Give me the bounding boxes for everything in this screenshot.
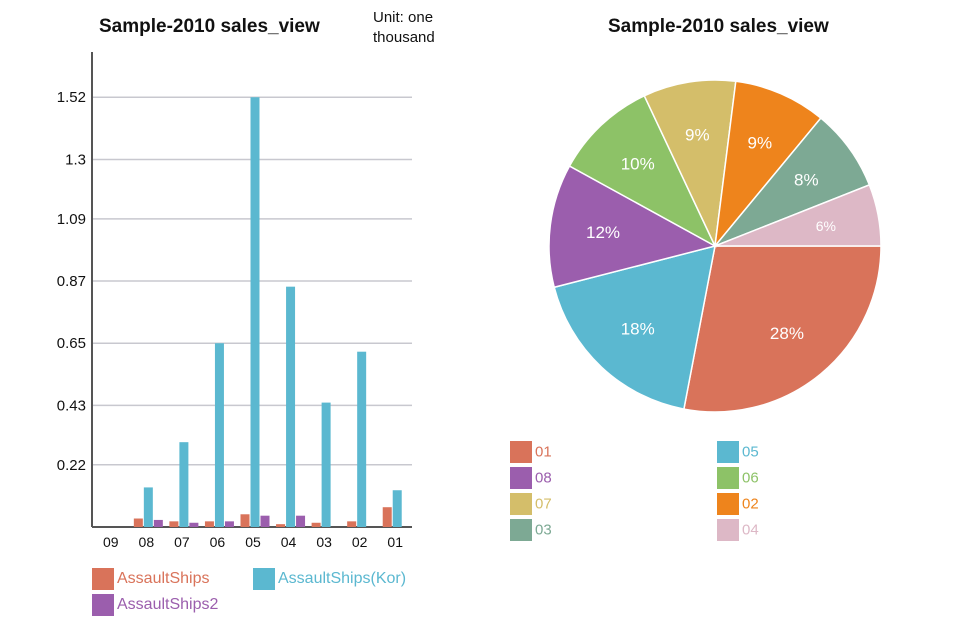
legend-label: 02 [742, 495, 759, 513]
legend-swatch [717, 467, 739, 489]
pie-slice-label: 10% [621, 155, 655, 174]
x-tick-label: 01 [387, 534, 403, 550]
bar-AssaultShips(Kor)-06 [214, 343, 224, 527]
y-tick-label: 1.3 [65, 151, 86, 168]
bar-chart-panel: Sample-2010 sales_view Unit: one thousan… [0, 0, 470, 640]
legend-swatch [717, 441, 739, 463]
y-tick-label: 1.09 [57, 211, 86, 228]
x-tick-label: 07 [174, 534, 190, 550]
pie-slice-04 [714, 183, 882, 247]
bar-chart-title: Sample-2010 sales_view [99, 16, 320, 37]
legend-label: 07 [535, 495, 552, 513]
bar-AssaultShips-02 [347, 521, 357, 527]
legend-label: 01 [535, 443, 552, 461]
pie-legend-item[interactable]: 06 [717, 467, 759, 489]
pie-slice-01 [683, 245, 882, 413]
pie-slice-label: 18% [621, 319, 655, 338]
bar-AssaultShips-04 [276, 524, 286, 527]
bar-AssaultShips(Kor)-07 [179, 442, 189, 527]
legend-label: 03 [535, 521, 552, 539]
legend-item[interactable]: AssaultShips [92, 568, 210, 590]
legend-label: AssaultShips2 [117, 596, 219, 613]
pie-legend-item[interactable]: 01 [510, 441, 552, 463]
pie-legend-item[interactable]: 02 [717, 493, 759, 515]
bar-AssaultShips2-05 [260, 515, 270, 527]
bar-AssaultShips(Kor)-01 [392, 490, 402, 527]
legend-swatch [510, 519, 532, 541]
bar-AssaultShips2-04 [296, 515, 306, 527]
y-tick-label: 0.87 [57, 273, 86, 290]
pie-slice-label: 9% [685, 126, 710, 145]
x-tick-label: 04 [281, 534, 297, 550]
legend-swatch [510, 467, 532, 489]
pie-slice-label: 28% [770, 324, 804, 343]
y-tick-label: 0.65 [57, 335, 86, 352]
pie-slice-08 [548, 165, 718, 289]
legend-label: 06 [742, 469, 759, 487]
bar-AssaultShips(Kor)-04 [286, 286, 296, 527]
bar-AssaultShips-01 [382, 507, 392, 527]
y-tick-label: 0.22 [57, 457, 86, 474]
pie-slice-07 [643, 79, 737, 249]
pie-slice-label: 6% [816, 218, 836, 234]
bar-AssaultShips(Kor)-03 [321, 402, 331, 527]
bar-chart-svg: 0.22 0.43 0.65 0.87 1.09 1.3 1.52 09 08 07 06 05 04 0… [57, 52, 412, 550]
bar-AssaultShips-05 [240, 514, 250, 527]
bar-AssaultShips(Kor)-08 [143, 487, 153, 527]
bar-AssaultShips-06 [204, 521, 214, 527]
x-tick-label: 05 [245, 534, 261, 550]
legend-swatch [717, 493, 739, 515]
pie-slice-02 [713, 80, 822, 249]
bar-AssaultShips2-07 [189, 522, 199, 527]
legend-item[interactable]: AssaultShips(Kor) [253, 568, 406, 590]
legend-swatch [510, 493, 532, 515]
legend-swatch [717, 519, 739, 541]
pie-slice-05 [553, 244, 716, 410]
x-tick-label: 02 [352, 534, 368, 550]
pie-chart-title: Sample-2010 sales_view [608, 16, 829, 37]
bar-AssaultShips-03 [311, 522, 321, 527]
unit-note: Unit: one thousand [373, 9, 435, 46]
legend-label: 04 [742, 521, 759, 539]
bar-AssaultShips2-08 [153, 519, 163, 527]
legend-label: AssaultShips [117, 570, 210, 587]
x-tick-label: 03 [316, 534, 332, 550]
pie-legend-item[interactable]: 04 [717, 519, 759, 541]
legend-swatch [510, 441, 532, 463]
pie-chart-panel: Sample-2010 sales_view 28% 18% 12% 10% 9% 9% 8… [470, 0, 960, 640]
legend-label: 08 [535, 469, 552, 487]
pie-legend-item[interactable]: 07 [510, 493, 552, 515]
y-tick-label: 0.43 [57, 397, 86, 414]
bar-AssaultShips2-06 [224, 521, 234, 527]
legend-swatch [92, 594, 114, 616]
pie-legend-item[interactable]: 03 [510, 519, 552, 541]
legend-label: 05 [742, 443, 759, 461]
bar-AssaultShips-08 [133, 518, 143, 527]
x-tick-label: 08 [139, 534, 155, 550]
pie-legend-item[interactable]: 05 [717, 441, 759, 463]
legend-swatch [92, 568, 114, 590]
pie-chart-svg: 28% 18% 12% 10% 9% 9% 8% 6% [548, 79, 882, 413]
bar-AssaultShips-07 [169, 521, 179, 527]
x-tick-label: 09 [103, 534, 119, 550]
pie-legend-item[interactable]: 08 [510, 467, 552, 489]
bar-AssaultShips(Kor)-02 [357, 351, 367, 527]
pie-slice-label: 12% [586, 223, 620, 242]
legend-item[interactable]: AssaultShips2 [92, 594, 218, 616]
pie-slice-06 [568, 94, 717, 248]
bar-AssaultShips(Kor)-05 [250, 97, 260, 527]
legend-swatch [253, 568, 275, 590]
y-tick-label: 1.52 [57, 89, 86, 106]
pie-slice-label: 9% [748, 133, 773, 152]
x-tick-label: 06 [210, 534, 226, 550]
pie-slice-label: 8% [794, 171, 819, 190]
legend-label: AssaultShips(Kor) [278, 570, 407, 587]
